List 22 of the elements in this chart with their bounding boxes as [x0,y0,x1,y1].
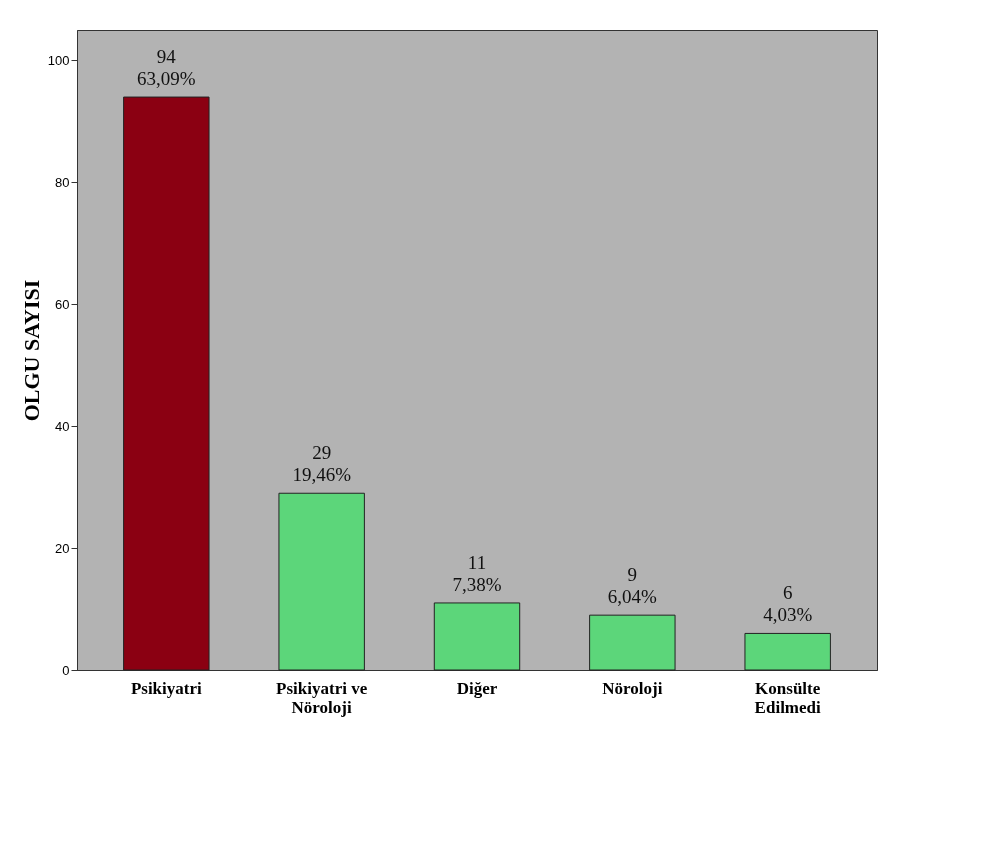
y-tick-label: 60 [55,296,70,312]
data-label: 9 6,04% [607,564,658,608]
y-axis-title: OLGU SAYISI [18,279,44,422]
x-tick-label: Konsülte Edilmedi [754,678,822,717]
bar [744,632,831,671]
x-tick-label: Psikiyatri [130,678,203,698]
data-label: 6 4,03% [763,582,813,626]
x-tick-label: Diğer [456,678,498,698]
y-tick-label: 80 [55,174,70,190]
bar [433,602,521,671]
x-tick-label: Psikiyatri ve Nöroloji [276,678,368,717]
y-tick-label: 0 [62,662,70,678]
y-tick-label: 20 [55,540,70,556]
data-label: 29 19,46% [292,442,352,486]
y-tick-label: 100 [47,52,70,68]
bar [589,614,676,671]
y-tick-label: 40 [55,418,70,434]
bar [278,492,365,671]
data-label: 11 7,38% [452,551,502,595]
data-label: 94 63,09% [137,46,196,90]
x-tick-label: Nöroloji [602,678,663,698]
bar [123,96,210,671]
